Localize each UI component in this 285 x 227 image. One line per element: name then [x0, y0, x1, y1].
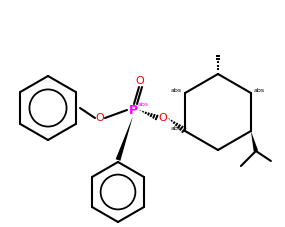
- Text: abs: abs: [137, 103, 148, 108]
- Text: O: O: [96, 113, 104, 123]
- Text: abs: abs: [171, 126, 182, 131]
- Text: abs: abs: [171, 89, 182, 94]
- Text: abs: abs: [254, 89, 265, 94]
- Polygon shape: [116, 116, 133, 161]
- Text: P: P: [129, 104, 138, 116]
- Text: O: O: [136, 76, 144, 86]
- Text: O: O: [159, 113, 167, 123]
- Polygon shape: [251, 131, 258, 152]
